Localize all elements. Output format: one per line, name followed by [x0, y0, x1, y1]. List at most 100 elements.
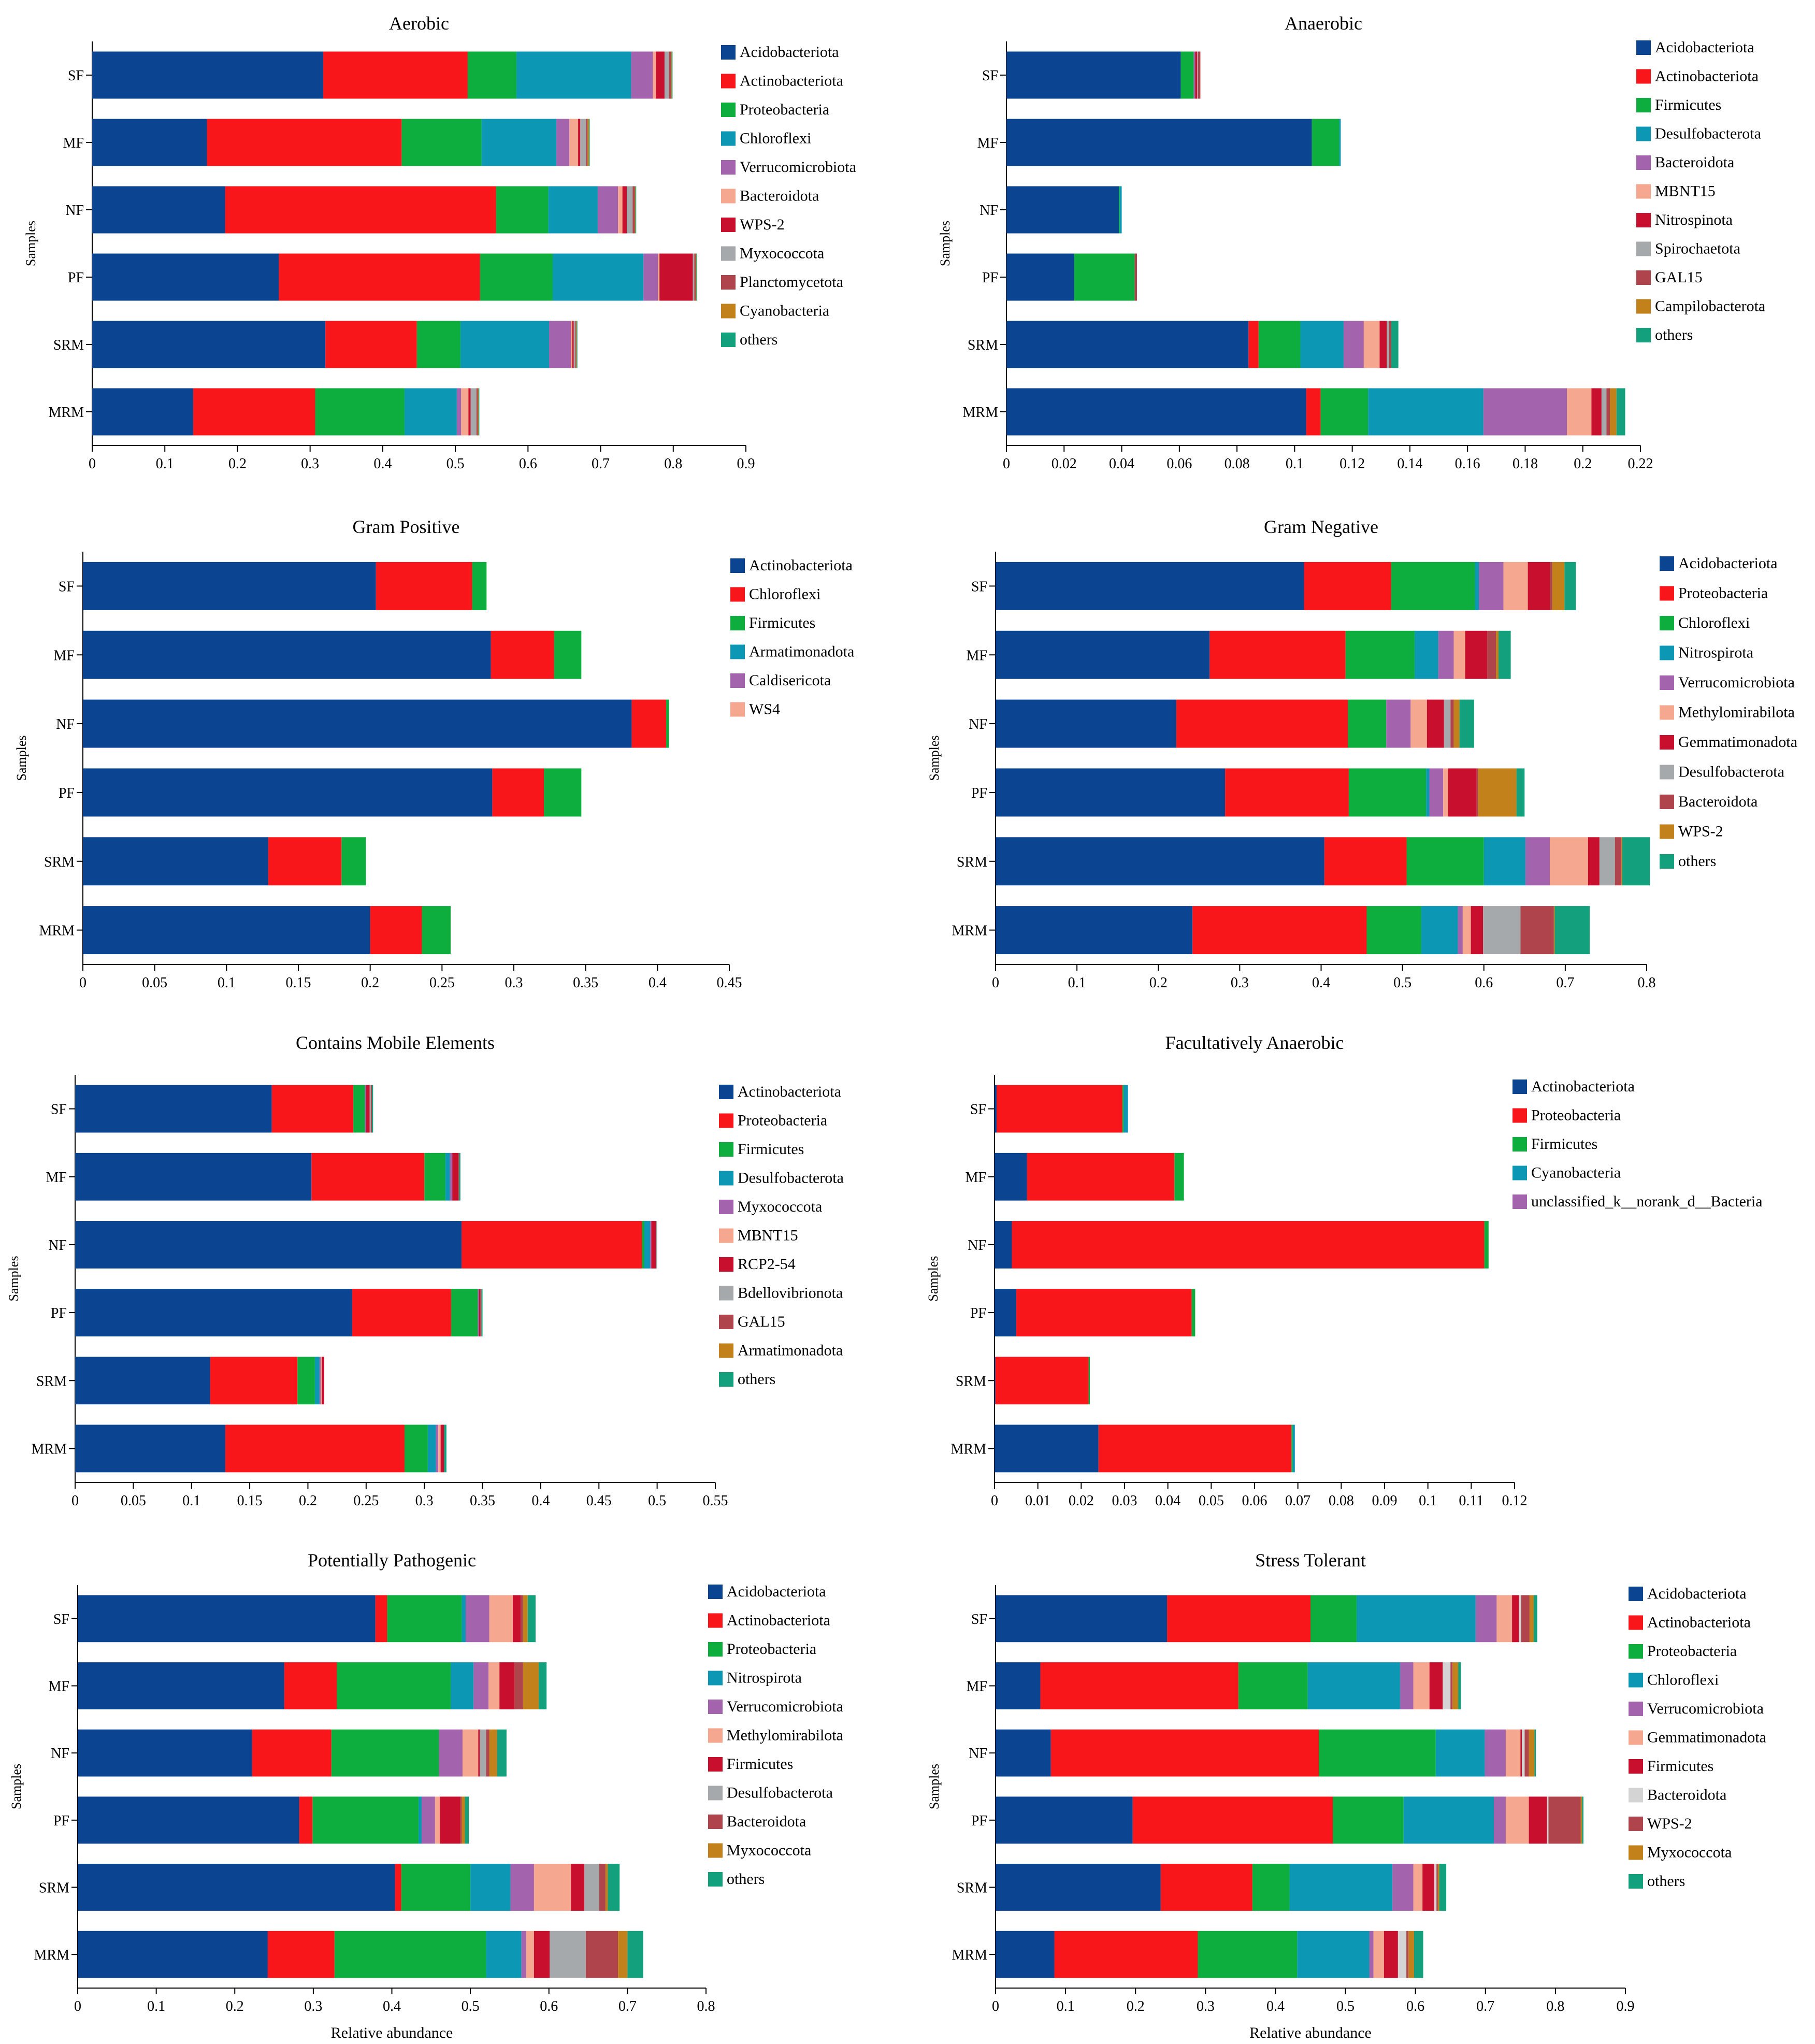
bar-segment: [586, 1931, 618, 1978]
bar-segment: [586, 119, 588, 166]
bar-segment: [995, 1153, 1027, 1201]
bar-segment: [424, 1153, 445, 1201]
legend-label: Chloroflexi: [1647, 1672, 1719, 1689]
legend-swatch: [721, 103, 736, 117]
bar-segment: [575, 321, 577, 368]
legend-swatch: [721, 304, 736, 319]
x-tick-label: 0.02: [1051, 456, 1077, 472]
x-tick-label: 0.1: [182, 1493, 200, 1509]
legend-swatch: [1629, 1644, 1643, 1659]
bar-segment: [353, 1085, 365, 1133]
bar-segment: [438, 1424, 441, 1473]
bar-segment: [375, 1595, 387, 1643]
bar-segment: [496, 186, 549, 234]
legend-swatch: [708, 1700, 723, 1714]
bar-segment: [207, 119, 402, 166]
y-tick-label: MF: [967, 647, 987, 664]
legend-label: Actinobacteriota: [1655, 68, 1759, 85]
bar-segment: [1550, 837, 1588, 886]
legend-label: Caldisericota: [749, 672, 831, 689]
legend-swatch: [1660, 705, 1674, 720]
legend-swatch: [730, 702, 745, 717]
x-tick-label: 0.08: [1225, 456, 1250, 472]
bar-segment: [1462, 906, 1471, 955]
y-tick-label: PF: [970, 1305, 986, 1321]
legend-swatch: [719, 1085, 733, 1099]
legend-label: Proteobacteria: [1678, 585, 1768, 602]
bar-segment: [1408, 1931, 1414, 1978]
bar-segment: [422, 906, 451, 955]
x-tick-label: 0.1: [218, 975, 236, 991]
x-tick-label: 0.8: [1546, 1998, 1564, 2014]
bar-segment: [1088, 1357, 1090, 1405]
bar-segment: [78, 1864, 395, 1911]
y-axis-label: Samples: [6, 1256, 21, 1301]
legend-label: Proteobacteria: [1647, 1643, 1737, 1660]
x-tick-label: 0.6: [519, 456, 537, 472]
x-tick-label: 0.08: [1329, 1493, 1354, 1509]
bar-segment: [1582, 1796, 1583, 1844]
bar-segment: [1387, 321, 1389, 368]
bar-segment: [1098, 1424, 1292, 1473]
x-tick-label: 0.5: [1393, 975, 1411, 991]
legend-label: RCP2-54: [738, 1256, 796, 1273]
bar-segment: [553, 253, 644, 301]
bar-segment: [225, 1424, 405, 1473]
bar-segment: [1391, 321, 1399, 368]
y-tick-label: MRM: [34, 1947, 70, 1963]
bar-segment: [83, 699, 632, 748]
bar-segment: [472, 562, 487, 610]
x-tick-label: 0.15: [237, 1493, 263, 1509]
legend-swatch: [719, 1200, 733, 1214]
bar-segment: [1435, 1729, 1485, 1777]
legend-label: Myxococcota: [727, 1842, 811, 1859]
legend-label: Acidobacteriota: [1647, 1585, 1747, 1602]
y-tick-label: MRM: [49, 405, 84, 421]
bar-segment: [995, 1357, 996, 1405]
legend-label: Firmicutes: [738, 1141, 804, 1158]
bar-segment: [486, 1931, 522, 1978]
bar-segment: [427, 1424, 436, 1473]
x-tick-label: 0.03: [1112, 1493, 1137, 1509]
bar-segment: [470, 388, 477, 436]
bar-segment: [1615, 837, 1622, 886]
bar-segment: [489, 1595, 513, 1643]
bar-segment: [618, 186, 623, 234]
bar-segment: [1289, 1864, 1393, 1911]
legend-swatch: [1513, 1165, 1527, 1181]
legend-swatch: [721, 189, 736, 204]
x-tick-label: 0.3: [301, 456, 319, 472]
legend-swatch: [708, 1613, 723, 1628]
x-tick-label: 0.4: [1266, 1998, 1285, 2014]
bar-segment: [1478, 768, 1517, 817]
bar-segment: [1176, 699, 1348, 748]
chart-title: Stress Tolerant: [1255, 1550, 1366, 1571]
bar-segment: [1450, 699, 1454, 748]
bar-segment: [92, 186, 225, 234]
bar-segment: [1006, 321, 1249, 368]
legend-swatch: [721, 160, 736, 175]
bar-segment: [1529, 1729, 1535, 1777]
bar-segment: [996, 562, 1304, 610]
y-tick-label: PF: [971, 1813, 987, 1829]
y-tick-label: SF: [53, 1611, 69, 1628]
bar-segment: [643, 253, 658, 301]
bar-segment: [92, 253, 279, 301]
y-tick-label: SF: [971, 1611, 987, 1628]
legend-label: Chloroflexi: [740, 130, 811, 147]
bar-segment: [996, 699, 1176, 748]
bar-segment: [1197, 51, 1198, 99]
bar-segment: [1512, 1595, 1519, 1643]
bar-segment: [422, 1796, 435, 1844]
legend-swatch: [721, 74, 736, 89]
bar-segment: [1118, 186, 1120, 234]
x-tick-label: 0: [992, 975, 999, 991]
bar-segment: [315, 388, 405, 436]
bar-segment: [1529, 1796, 1547, 1844]
y-tick-label: NF: [51, 1746, 69, 1762]
bar-segment: [1476, 768, 1478, 817]
legend-label: Actinobacteriota: [1647, 1614, 1751, 1631]
legend-swatch: [1629, 1615, 1643, 1630]
y-tick-label: SF: [982, 68, 998, 84]
